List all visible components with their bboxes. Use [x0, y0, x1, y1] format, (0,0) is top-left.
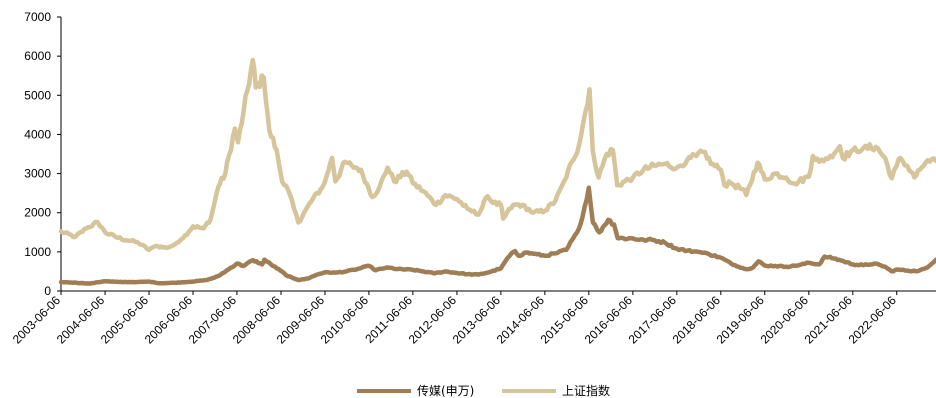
series-lines: [58, 57, 936, 286]
y-tick-label: 7000: [24, 10, 51, 24]
x-tick-label: 2022-06-06: [846, 293, 900, 347]
y-tick-label: 4000: [24, 127, 51, 141]
y-tick-label: 3000: [24, 167, 51, 181]
legend-label-1: 上证指数: [562, 383, 610, 398]
legend: 传媒(申万) 上证指数: [357, 383, 610, 398]
y-axis-ticks: 0 1000 2000 3000 4000 5000 6000 7000: [24, 10, 61, 298]
y-tick-label: 2000: [24, 206, 51, 220]
y-tick-label: 5000: [24, 88, 51, 102]
series-line-0: [58, 185, 936, 286]
y-tick-label: 0: [44, 284, 51, 298]
x-axis-ticks: 2003-06-062004-06-062005-06-062006-06-06…: [10, 291, 899, 347]
y-tick-label: 1000: [24, 245, 51, 259]
axes: [60, 17, 936, 292]
series-line-1: [58, 57, 936, 253]
legend-label-0: 传媒(申万): [417, 383, 474, 398]
y-tick-label: 6000: [24, 49, 51, 63]
x-tick-label: 2010-06-06: [318, 293, 372, 347]
